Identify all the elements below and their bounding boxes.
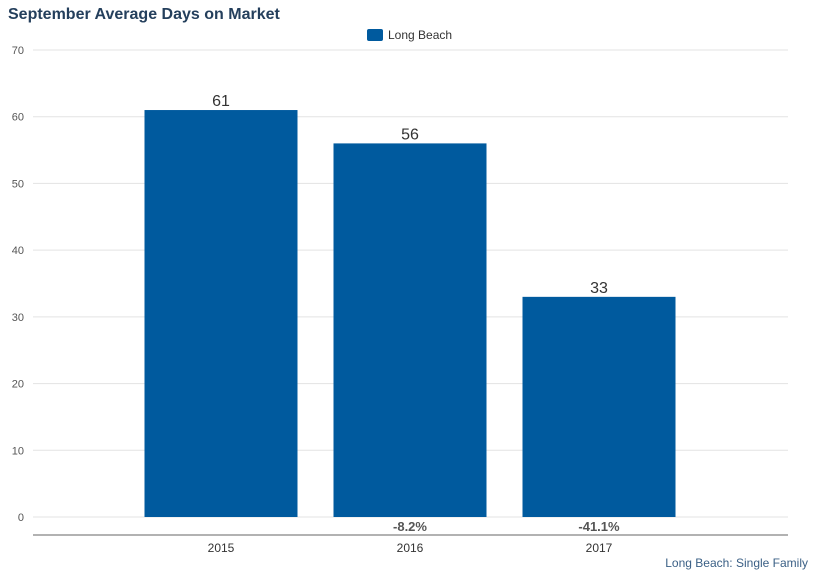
legend[interactable]: Long Beach — [367, 28, 452, 42]
y-tick-label: 70 — [12, 45, 24, 57]
y-tick-label: 30 — [12, 312, 24, 324]
y-tick-label: 10 — [12, 445, 24, 457]
y-tick-label: 40 — [12, 245, 24, 257]
bar-2017 — [522, 296, 676, 517]
y-tick-label: 60 — [12, 112, 24, 124]
bar-2016 — [333, 143, 487, 517]
change-label: -41.1% — [578, 519, 620, 534]
y-tick-label: 0 — [18, 512, 24, 524]
legend-label: Long Beach — [388, 28, 453, 42]
y-tick-label: 50 — [12, 178, 24, 190]
x-tick-label: 2016 — [397, 541, 424, 555]
footer-note: Long Beach: Single Family — [665, 556, 808, 570]
x-tick-label: 2017 — [586, 541, 613, 555]
legend-swatch — [367, 29, 383, 41]
bar-2015 — [144, 110, 298, 518]
y-tick-label: 20 — [12, 379, 24, 391]
change-label: -8.2% — [393, 519, 427, 534]
chart-title: September Average Days on Market — [8, 6, 280, 23]
x-tick-label: 2015 — [208, 541, 235, 555]
data-label: 33 — [590, 280, 608, 297]
data-label: 61 — [212, 93, 230, 110]
data-label: 56 — [401, 126, 419, 143]
